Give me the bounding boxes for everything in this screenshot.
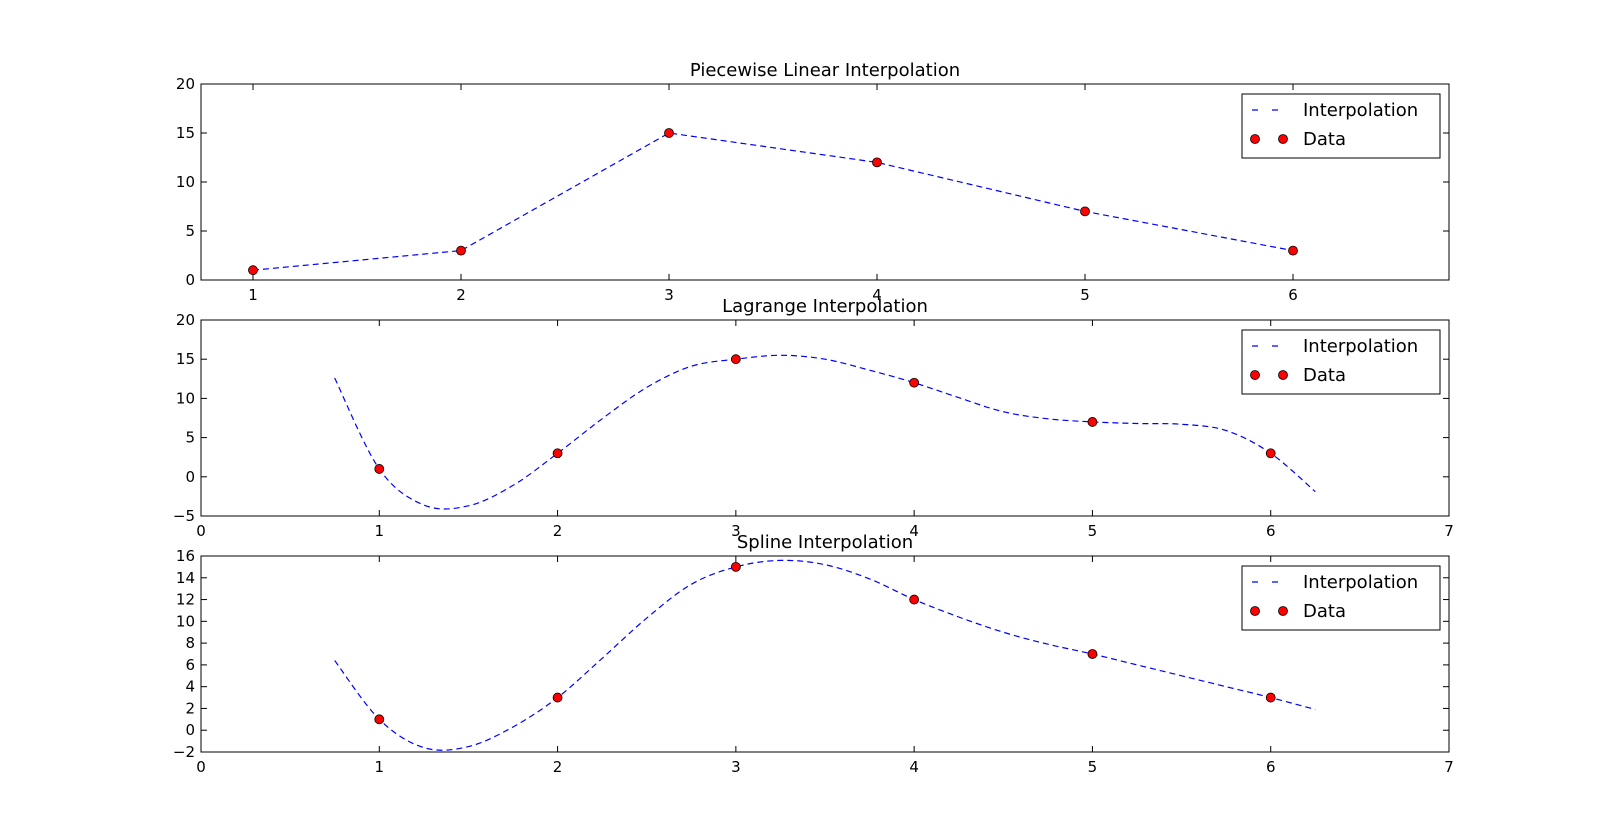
data-point	[248, 265, 258, 276]
plot-area	[248, 128, 1298, 276]
legend-label-data: Data	[1303, 129, 1346, 150]
x-tick-label: 4	[872, 286, 882, 304]
series-line-interpolation	[334, 559, 1316, 751]
x-tick-label: 4	[909, 758, 919, 776]
y-tick-label: 10	[176, 173, 195, 191]
data-point	[909, 377, 920, 388]
x-tick-label: 6	[1266, 758, 1276, 776]
data-point	[909, 594, 920, 605]
x-tick-label: 6	[1266, 522, 1276, 540]
x-tick-label: 2	[553, 522, 563, 540]
data-point	[1265, 448, 1276, 459]
series-line-interpolation	[334, 354, 1316, 510]
legend-marker-sample	[1278, 370, 1288, 380]
data-point	[730, 561, 741, 572]
x-tick-label: 2	[456, 286, 466, 304]
legend-label-interpolation: Interpolation	[1303, 100, 1418, 121]
x-tick-label: 4	[909, 522, 919, 540]
legend-marker-sample	[1250, 606, 1260, 616]
series-line-interpolation	[252, 132, 1294, 271]
legend: Interpolation Data	[1241, 329, 1441, 395]
data-point	[552, 448, 563, 459]
legend-box	[1241, 329, 1441, 395]
x-tick-label: 5	[1080, 286, 1090, 304]
legend-marker-sample	[1250, 370, 1260, 380]
x-tick-label: 1	[248, 286, 258, 304]
legend-box	[1241, 565, 1441, 631]
x-tick-label: 3	[731, 522, 741, 540]
legend-label-data: Data	[1303, 365, 1346, 386]
chart-title: Spline Interpolation	[737, 532, 913, 553]
legend: Interpolation Data	[1241, 565, 1441, 631]
axes-frame	[200, 319, 1450, 517]
x-tick-label: 0	[196, 522, 206, 540]
data-point	[552, 692, 563, 703]
legend-box	[1241, 93, 1441, 159]
legend-label-data: Data	[1303, 601, 1346, 622]
data-point	[872, 157, 882, 168]
y-tick-label: 5	[185, 429, 195, 447]
data-point	[1087, 417, 1098, 427]
y-tick-label: 14	[176, 569, 195, 587]
data-point	[456, 245, 466, 256]
y-tick-label: 10	[176, 389, 195, 407]
axes-frame	[200, 555, 1450, 753]
x-tick-label: 5	[1088, 522, 1098, 540]
legend-label-interpolation: Interpolation	[1303, 572, 1418, 593]
legend-label-interpolation: Interpolation	[1303, 336, 1418, 357]
plot-area	[334, 354, 1316, 510]
chart-title: Lagrange Interpolation	[722, 296, 928, 317]
x-tick-label: 6	[1288, 286, 1298, 304]
data-point	[1265, 692, 1276, 703]
y-tick-label: 15	[176, 124, 195, 142]
y-tick-label: 2	[185, 699, 195, 717]
x-tick-label: 2	[553, 758, 563, 776]
y-tick-label: 4	[185, 678, 195, 696]
y-tick-label: −2	[173, 743, 195, 761]
y-tick-label: 15	[176, 350, 195, 368]
axis-ticks: 1 2 3 4 5 6 0 5 10 15 20	[176, 75, 1449, 304]
data-point	[1080, 206, 1090, 217]
x-tick-label: 1	[375, 522, 385, 540]
y-tick-label: 0	[185, 721, 195, 739]
x-tick-label: 1	[375, 758, 385, 776]
x-tick-label: 7	[1444, 758, 1454, 776]
x-tick-label: 5	[1088, 758, 1098, 776]
panel-piecewise-linear: Piecewise Linear Interpolation 1 2 3 4 5 6051…	[176, 60, 1450, 304]
data-point	[730, 354, 741, 365]
y-tick-label: 5	[185, 222, 195, 240]
legend-marker-sample	[1278, 134, 1288, 144]
legend-marker-sample	[1278, 606, 1288, 616]
legend-marker-sample	[1250, 134, 1260, 144]
x-tick-label: 7	[1444, 522, 1454, 540]
y-tick-label: 20	[176, 75, 195, 93]
data-point	[1087, 649, 1098, 659]
x-tick-label: 3	[731, 758, 741, 776]
y-tick-label: 0	[185, 271, 195, 289]
data-point	[374, 714, 385, 725]
data-point	[1288, 245, 1298, 256]
y-tick-label: 16	[176, 547, 195, 565]
x-tick-label: 0	[196, 758, 206, 776]
panel-spline: Spline Interpolation 0 1 2 3 4 5 6 7−2024681012…	[173, 532, 1454, 776]
y-tick-label: 20	[176, 311, 195, 329]
y-tick-label: 6	[185, 656, 195, 674]
legend: Interpolation Data	[1241, 93, 1441, 159]
y-tick-label: −5	[173, 507, 195, 525]
chart-title: Piecewise Linear Interpolation	[690, 60, 960, 81]
y-tick-label: 12	[176, 591, 195, 609]
y-tick-label: 10	[176, 612, 195, 630]
panel-lagrange: Lagrange Interpolation 0 1 2 3 4 5 6 7−50510152…	[173, 296, 1454, 540]
data-point	[664, 128, 674, 138]
data-point	[374, 464, 385, 474]
x-tick-label: 3	[664, 286, 674, 304]
y-tick-label: 0	[185, 468, 195, 486]
plot-area	[334, 559, 1316, 751]
y-tick-label: 8	[185, 634, 195, 652]
